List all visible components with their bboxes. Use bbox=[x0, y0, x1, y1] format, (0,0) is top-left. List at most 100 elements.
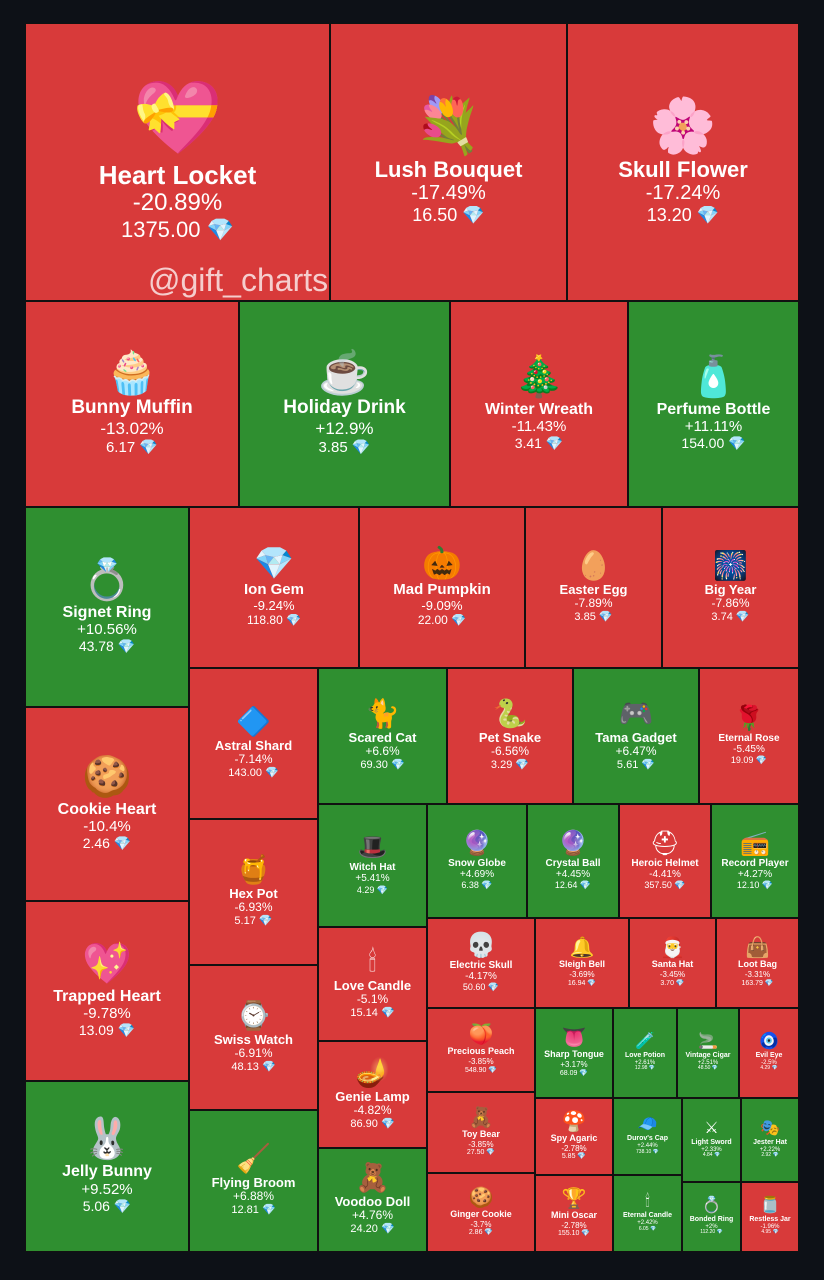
diamond-icon: 💎 bbox=[117, 638, 136, 655]
tile-ginger-cookie[interactable]: 🍪 Ginger Cookie -3.7% 2.86 💎 bbox=[427, 1173, 535, 1252]
ring-icon: 💍 bbox=[82, 557, 132, 602]
jelly-bunny-icon: 🐰 bbox=[82, 1117, 132, 1162]
tile-tama-gadget[interactable]: 🎮 Tama Gadget +6.47% 5.61 💎 bbox=[573, 668, 699, 804]
tile-restless-jar[interactable]: 🫙 Restless Jar -1.96% 4.95 💎 bbox=[741, 1182, 799, 1252]
diamond-icon: 💎 bbox=[258, 915, 273, 928]
tile-witch-hat[interactable]: 🎩 Witch Hat +5.41% 4.29 💎 bbox=[318, 804, 427, 927]
item-change: -13.02% bbox=[100, 419, 164, 439]
item-change: +4.45% bbox=[555, 868, 591, 880]
wreath-icon: 🎄 bbox=[514, 354, 564, 399]
price-value: 2.86 bbox=[468, 1229, 485, 1237]
tile-heroic-helmet[interactable]: ⛑ Heroic Helmet -4.41% 357.50 💎 bbox=[619, 804, 711, 918]
tile-perfume-bottle[interactable]: 🧴 Perfume Bottle +11.11% 154.00 💎 bbox=[628, 301, 799, 507]
item-change: +10.56% bbox=[77, 621, 137, 639]
item-name: Winter Wreath bbox=[484, 400, 593, 418]
tile-loot-bag[interactable]: 👜 Loot Bag -3.31% 163.79 💎 bbox=[716, 918, 799, 1008]
tile-electric-skull[interactable]: 💀 Electric Skull -4.17% 50.60 💎 bbox=[427, 918, 535, 1008]
item-change: -20.89% bbox=[132, 189, 223, 217]
item-name: Hex Pot bbox=[229, 886, 278, 902]
tile-astral-shard[interactable]: 🔷 Astral Shard -7.14% 143.00 💎 bbox=[189, 668, 318, 819]
tile-skull-flower[interactable]: 🌸 Skull Flower -17.24% 13.20 💎 bbox=[567, 23, 799, 301]
tile-bonded-ring[interactable]: 💍 Bonded Ring +2% 112.20 💎 bbox=[682, 1182, 741, 1252]
item-name: Restless Jar bbox=[749, 1215, 791, 1223]
tile-love-candle[interactable]: 🕯 Love Candle -5.1% 15.14 💎 bbox=[318, 927, 427, 1041]
tile-ion-gem[interactable]: 💎 Ion Gem -9.24% 118.80 💎 bbox=[189, 507, 359, 668]
eternal-candle-icon: 🕯 bbox=[645, 1193, 650, 1211]
item-name: Love Candle bbox=[333, 978, 412, 994]
cigar-icon: 🚬 bbox=[698, 1032, 718, 1050]
bouquet-icon: 💐 bbox=[414, 95, 483, 156]
price-value: 22.00 bbox=[417, 612, 452, 627]
tile-lush-bouquet[interactable]: 💐 Lush Bouquet -17.49% 16.50 💎 bbox=[330, 23, 567, 301]
item-change: -17.49% bbox=[411, 181, 486, 204]
price-value: 15.14 bbox=[350, 1007, 381, 1020]
tile-genie-lamp[interactable]: 🪔 Genie Lamp -4.82% 86.90 💎 bbox=[318, 1041, 427, 1148]
tile-durov-s-cap[interactable]: 🧢 Durov's Cap +2.44% 738.10 💎 bbox=[613, 1098, 682, 1175]
tile-pet-snake[interactable]: 🐍 Pet Snake -6.56% 3.29 💎 bbox=[447, 668, 573, 804]
tile-sharp-tongue[interactable]: 👅 Sharp Tongue +3.17% 68.09 💎 bbox=[535, 1008, 613, 1098]
tile-scared-cat[interactable]: 🐈 Scared Cat +6.6% 69.30 💎 bbox=[318, 668, 447, 804]
item-name: Ginger Cookie bbox=[450, 1208, 512, 1219]
item-price: 143.00 💎 bbox=[228, 767, 278, 780]
price-value: 163.79 bbox=[741, 979, 765, 987]
tile-record-player[interactable]: 📻 Record Player +4.27% 12.10 💎 bbox=[711, 804, 799, 918]
price-value: 13.20 bbox=[646, 204, 697, 225]
tile-santa-hat[interactable]: 🎅 Santa Hat -3.45% 3.70 💎 bbox=[629, 918, 716, 1008]
price-value: 12.98 bbox=[634, 1065, 649, 1072]
item-change: -11.43% bbox=[511, 418, 567, 436]
item-change: -7.86% bbox=[711, 595, 750, 610]
diamond-icon: 💎 bbox=[579, 880, 592, 891]
tile-big-year[interactable]: 🎆 Big Year -7.86% 3.74 💎 bbox=[662, 507, 799, 668]
tile-mad-pumpkin[interactable]: 🎃 Mad Pumpkin -9.09% 22.00 💎 bbox=[359, 507, 525, 668]
tile-eternal-rose[interactable]: 🌹 Eternal Rose -5.45% 19.09 💎 bbox=[699, 668, 799, 804]
tile-cookie-heart[interactable]: 🍪 Cookie Heart -10.4% 2.46 💎 bbox=[25, 707, 189, 901]
item-price: 5.61 💎 bbox=[617, 759, 655, 772]
diamond-icon: 💎 bbox=[380, 1007, 395, 1020]
tile-crystal-ball[interactable]: 🔮 Crystal Ball +4.45% 12.64 💎 bbox=[527, 804, 619, 918]
tile-love-potion[interactable]: 🧪 Love Potion +2.61% 12.98 💎 bbox=[613, 1008, 677, 1098]
tile-evil-eye[interactable]: 🧿 Evil Eye -2.5% 4.29 💎 bbox=[739, 1008, 799, 1098]
item-price: 48.13 💎 bbox=[231, 1061, 275, 1074]
tile-snow-globe[interactable]: 🔮 Snow Globe +4.69% 6.38 💎 bbox=[427, 804, 527, 918]
tile-swiss-watch[interactable]: ⌚ Swiss Watch -6.91% 48.13 💎 bbox=[189, 965, 318, 1110]
diamond-icon: 💎 bbox=[598, 610, 613, 623]
item-price: 112.20 💎 bbox=[700, 1230, 723, 1236]
gem-icon: 💎 bbox=[254, 545, 294, 582]
diamond-icon: 💎 bbox=[652, 1148, 659, 1155]
item-name: Evil Eye bbox=[755, 1051, 783, 1059]
tile-toy-bear[interactable]: 🧸 Toy Bear -3.85% 27.50 💎 bbox=[427, 1092, 535, 1173]
item-price: 13.20 💎 bbox=[647, 205, 719, 226]
item-price: 12.64 💎 bbox=[555, 880, 591, 890]
item-price: 69.30 💎 bbox=[360, 759, 404, 772]
tile-eternal-candle[interactable]: 🕯 Eternal Candle +2.42% 6.05 💎 bbox=[613, 1175, 682, 1252]
tile-winter-wreath[interactable]: 🎄 Winter Wreath -11.43% 3.41 💎 bbox=[450, 301, 628, 507]
item-change: +2.44% bbox=[637, 1143, 658, 1150]
perfume-icon: 🧴 bbox=[688, 354, 739, 399]
tile-hex-pot[interactable]: 🍯 Hex Pot -6.93% 5.17 💎 bbox=[189, 819, 318, 965]
tile-easter-egg[interactable]: 🥚 Easter Egg -7.89% 3.85 💎 bbox=[525, 507, 662, 668]
tile-voodoo-doll[interactable]: 🧸 Voodoo Doll +4.76% 24.20 💎 bbox=[318, 1148, 427, 1252]
tile-mini-oscar[interactable]: 🏆 Mini Oscar -2.78% 155.10 💎 bbox=[535, 1175, 613, 1252]
item-name: Love Potion bbox=[624, 1051, 666, 1059]
tile-precious-peach[interactable]: 🍑 Precious Peach -3.85% 548.90 💎 bbox=[427, 1008, 535, 1092]
tile-jester-hat[interactable]: 🎭 Jester Hat +2.22% 2.92 💎 bbox=[741, 1098, 799, 1182]
item-change: +2.22% bbox=[759, 1146, 781, 1153]
egg-icon: 🥚 bbox=[576, 549, 611, 581]
tile-holiday-drink[interactable]: ☕ Holiday Drink +12.9% 3.85 💎 bbox=[239, 301, 450, 507]
tile-jelly-bunny[interactable]: 🐰 Jelly Bunny +9.52% 5.06 💎 bbox=[25, 1081, 189, 1252]
item-change: -10.4% bbox=[83, 818, 131, 836]
item-price: 357.50 💎 bbox=[644, 880, 685, 890]
tile-light-sword[interactable]: ⚔ Light Sword +2.33% 4.84 💎 bbox=[682, 1098, 741, 1182]
tile-sleigh-bell[interactable]: 🔔 Sleigh Bell -3.69% 16.94 💎 bbox=[535, 918, 629, 1008]
tile-heart-locket[interactable]: 💝 Heart Locket -20.89% 1375.00 💎 bbox=[25, 23, 330, 301]
item-change: -3.7% bbox=[470, 1219, 492, 1229]
tile-bunny-muffin[interactable]: 🧁 Bunny Muffin -13.02% 6.17 💎 bbox=[25, 301, 239, 507]
tile-signet-ring[interactable]: 💍 Signet Ring +10.56% 43.78 💎 bbox=[25, 507, 189, 707]
price-value: 5.61 bbox=[616, 759, 642, 772]
diamond-icon: 💎 bbox=[579, 1069, 589, 1077]
tile-trapped-heart[interactable]: 💖 Trapped Heart -9.78% 13.09 💎 bbox=[25, 901, 189, 1081]
tile-spy-agaric[interactable]: 🍄 Spy Agaric -2.78% 5.85 💎 bbox=[535, 1098, 613, 1175]
tile-vintage-cigar[interactable]: 🚬 Vintage Cigar +2.51% 48.50 💎 bbox=[677, 1008, 739, 1098]
tile-flying-broom[interactable]: 🧹 Flying Broom +6.88% 12.81 💎 bbox=[189, 1110, 318, 1252]
